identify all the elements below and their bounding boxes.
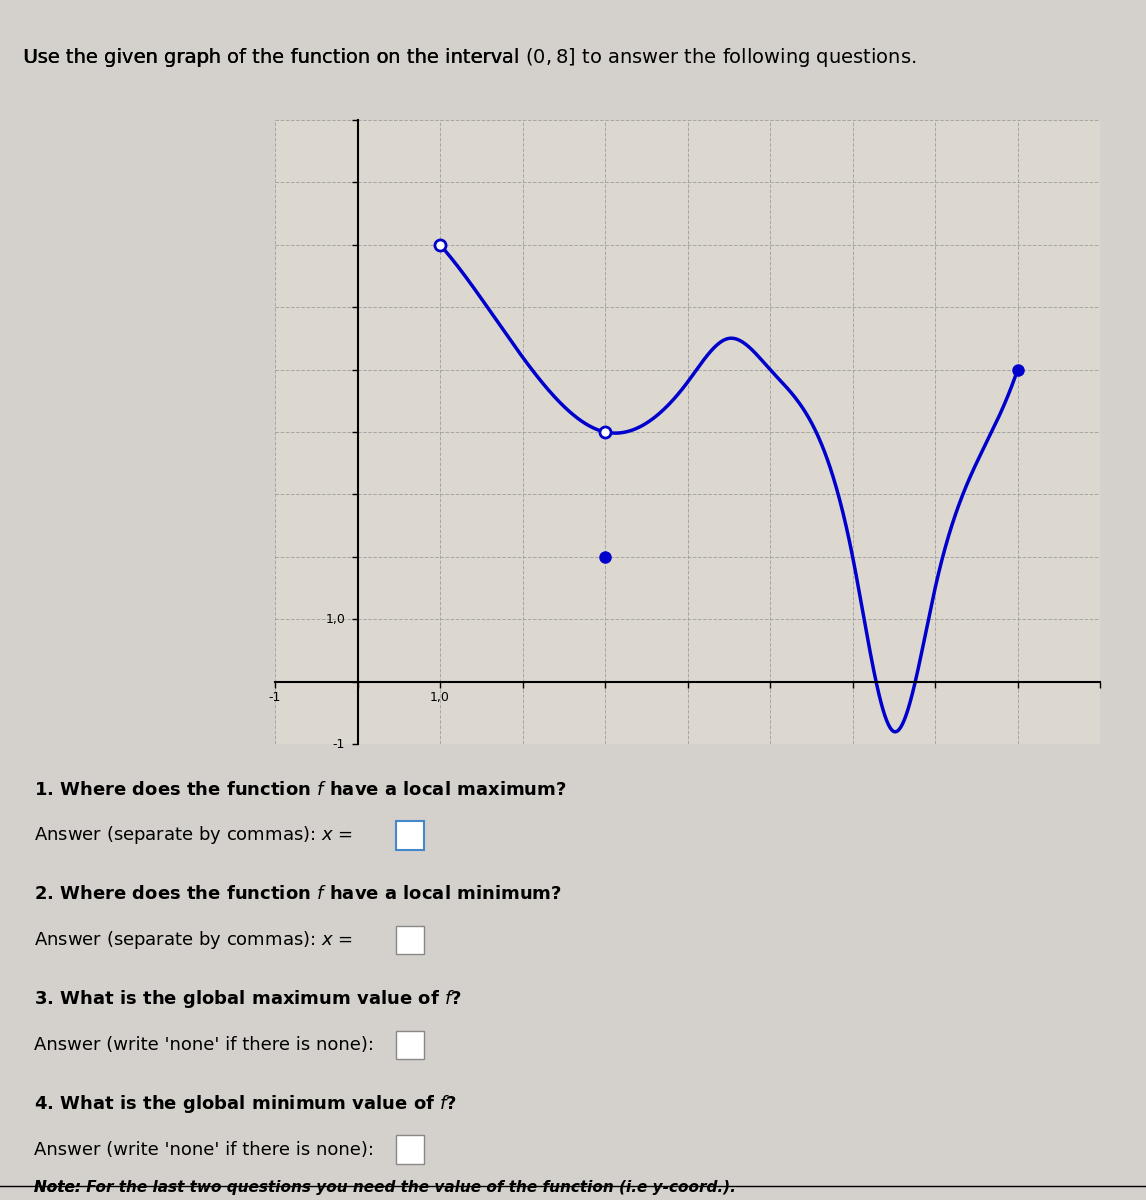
Text: Answer (write 'none' if there is none):: Answer (write 'none' if there is none): (34, 1141, 375, 1159)
Text: Use the given graph of the function on the interval $(0, 8]$ to answer the follo: Use the given graph of the function on t… (23, 46, 917, 70)
Text: Note:: Note: (34, 1181, 87, 1195)
Text: 1,0: 1,0 (325, 613, 345, 625)
Text: 1,0: 1,0 (430, 691, 450, 704)
Text: Use the given graph of the function on the interval: Use the given graph of the function on t… (23, 48, 525, 67)
Text: Note: For the last two questions you need the value of the function (i.e y-coord: Note: For the last two questions you nee… (34, 1181, 736, 1195)
Text: 1. Where does the function $f$ have a local maximum?: 1. Where does the function $f$ have a lo… (34, 780, 567, 799)
Text: 2. Where does the function $f$ have a local minimum?: 2. Where does the function $f$ have a lo… (34, 886, 563, 904)
Text: -1: -1 (269, 691, 281, 704)
Text: Answer (separate by commas): $x$ =: Answer (separate by commas): $x$ = (34, 929, 353, 952)
Text: Answer (separate by commas): $x$ =: Answer (separate by commas): $x$ = (34, 824, 353, 846)
Text: 3. What is the global maximum value of $f$?: 3. What is the global maximum value of $… (34, 989, 462, 1010)
Text: Answer (write 'none' if there is none):: Answer (write 'none' if there is none): (34, 1036, 375, 1054)
Text: -1: -1 (332, 738, 345, 750)
Text: 4. What is the global minimum value of $f$?: 4. What is the global minimum value of $… (34, 1093, 457, 1115)
